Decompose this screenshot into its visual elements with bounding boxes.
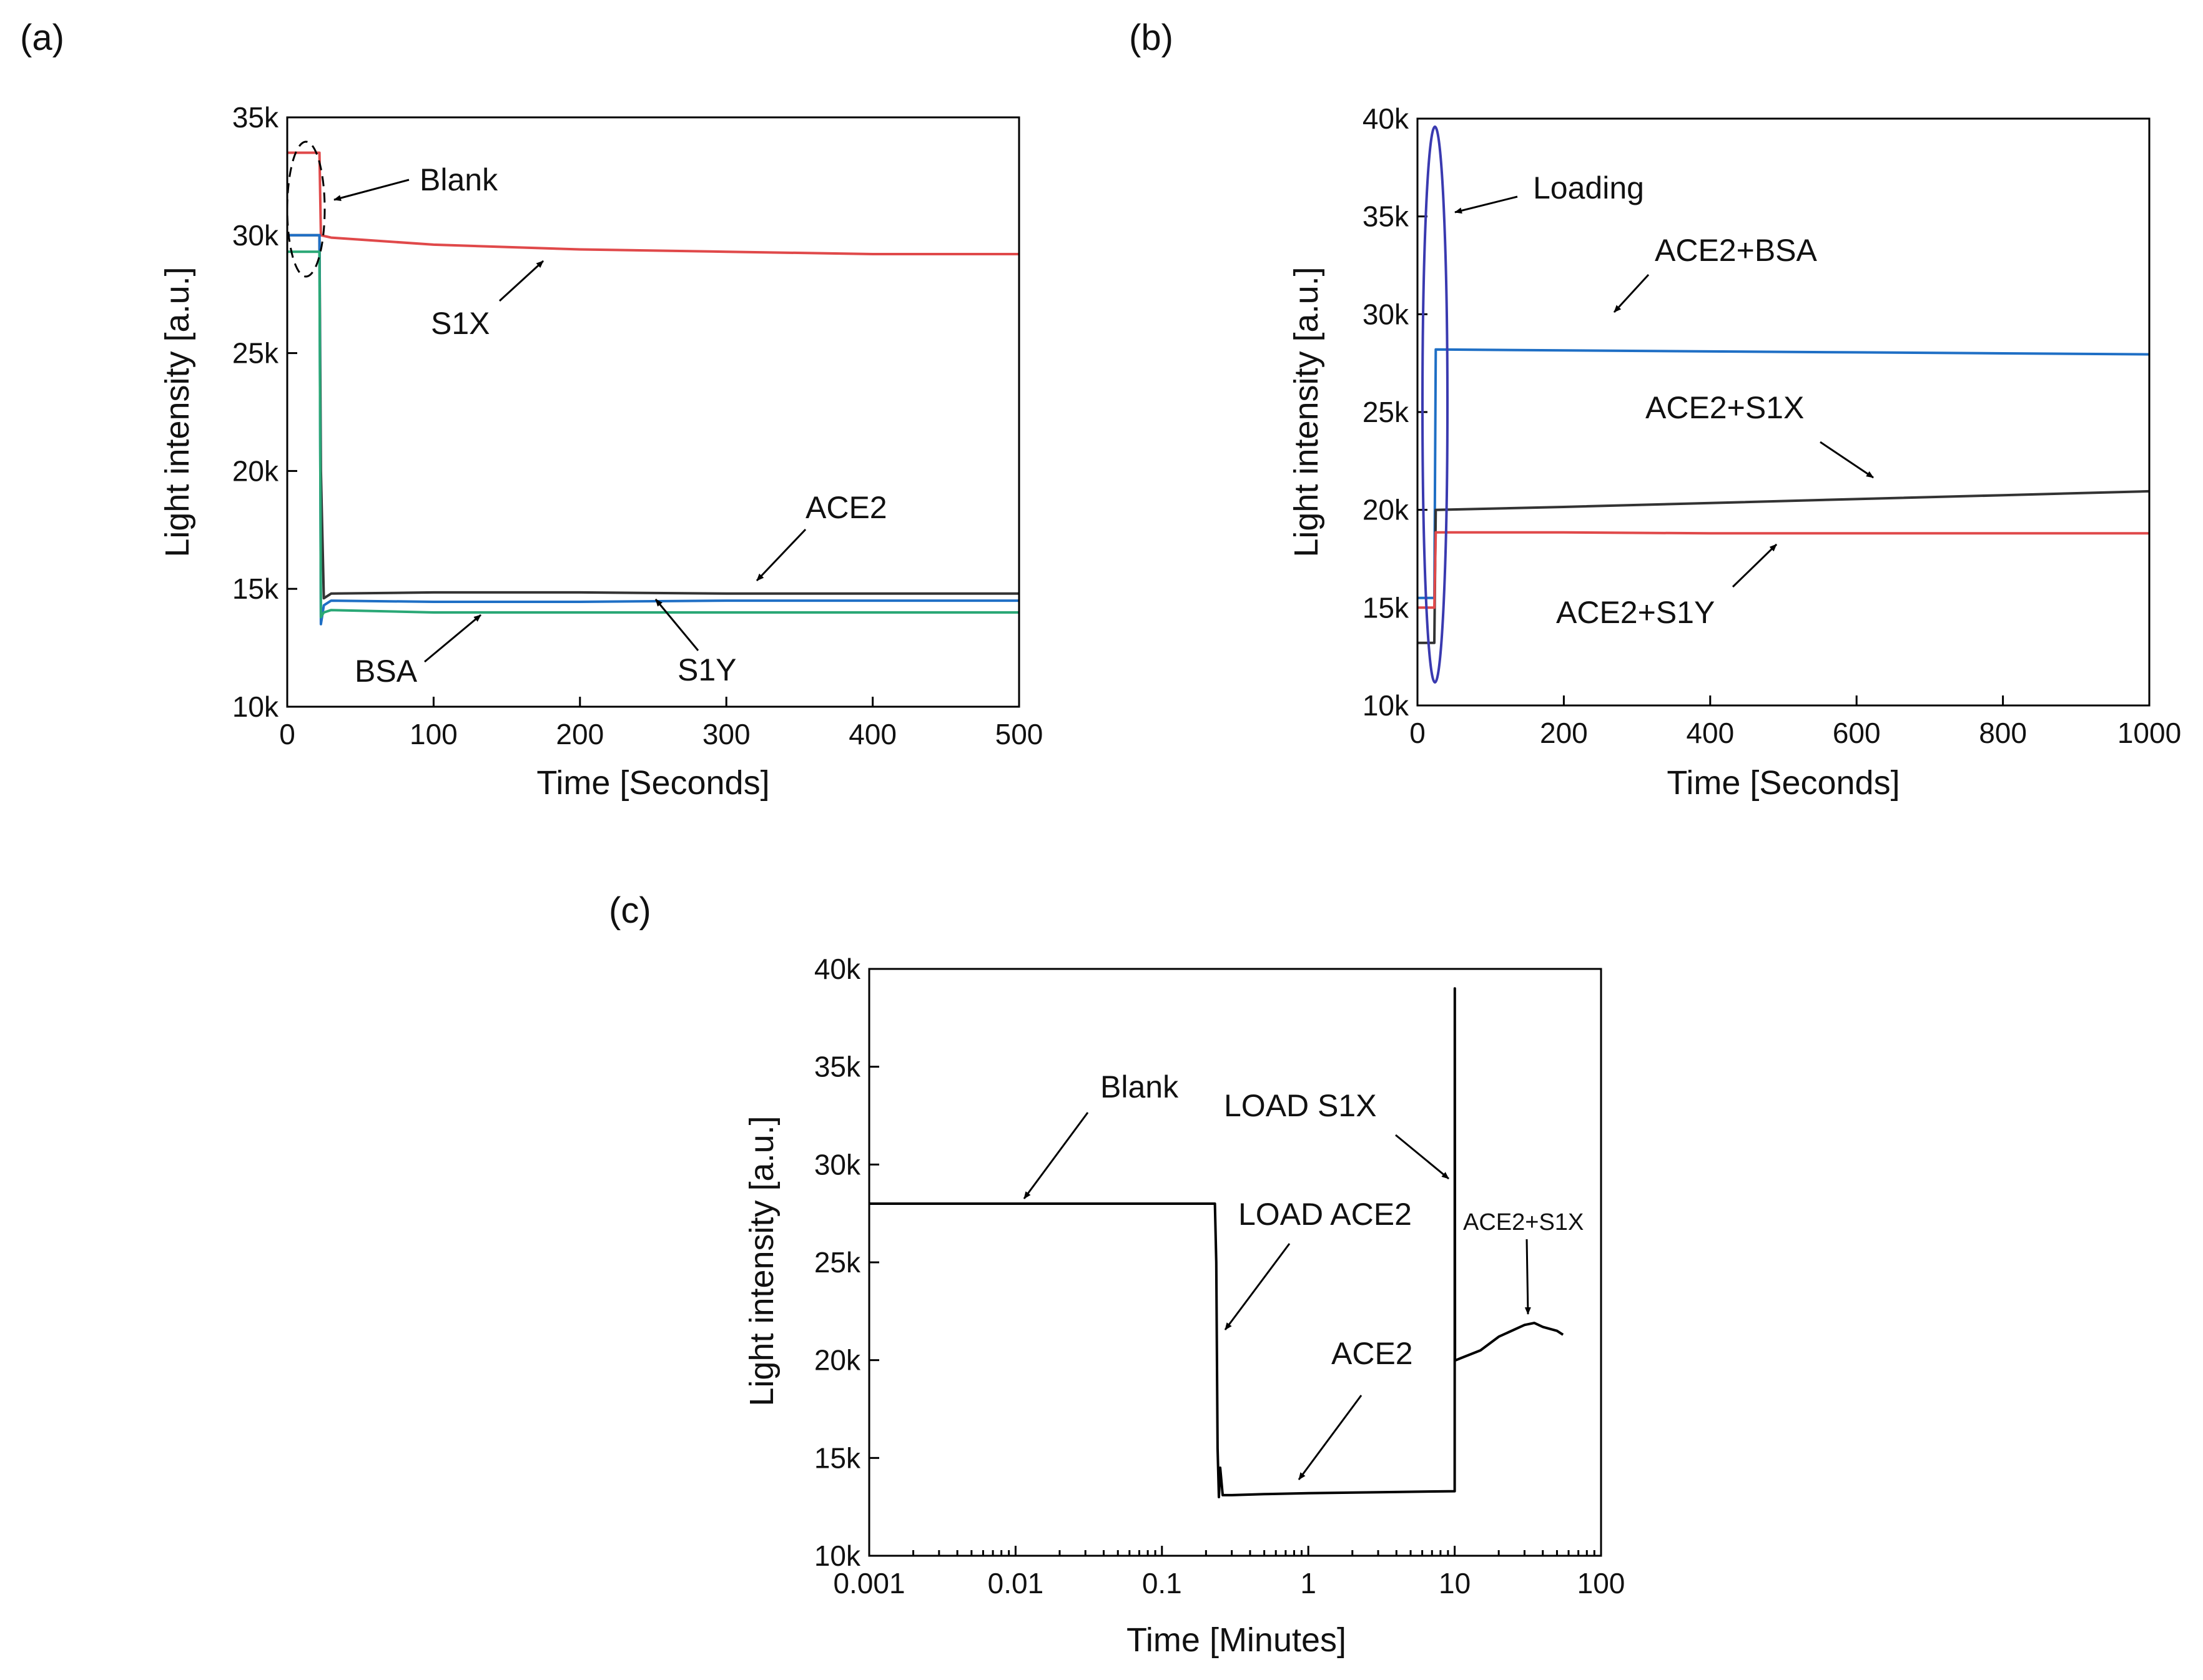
panel-c-annotation-ace2-s1x: ACE2+S1X bbox=[1463, 1209, 1584, 1235]
panel-b-loading-ellipse bbox=[1421, 125, 1449, 684]
panel-b-annotation-ace2-s1y: ACE2+S1Y bbox=[1556, 595, 1715, 630]
panel-a-series-s1y bbox=[287, 250, 1019, 619]
panel-a-series-ace2 bbox=[287, 233, 1019, 600]
panel-a-x-axis-label: Time [Seconds] bbox=[536, 764, 769, 802]
panel-c-annotation-load-s1x: LOAD S1X bbox=[1224, 1088, 1377, 1123]
panel-c-arrow-ace2 bbox=[1298, 1395, 1363, 1480]
panel-a-y-tick-label: 15k bbox=[232, 572, 279, 605]
panel-b-x-tick-label: 400 bbox=[1686, 717, 1734, 749]
panel-a-arrow-blank bbox=[333, 179, 410, 201]
panel-b-arrow-loading bbox=[1454, 195, 1518, 214]
panel-c-x-tick-label: 100 bbox=[1577, 1567, 1625, 1599]
panel-b-arrow-ace2-s1x bbox=[1820, 441, 1874, 479]
panel-b-ticks: 0 200 400 600 800 1000 10k 15k 20k 25k 30k 35k 40k bbox=[1363, 102, 2181, 749]
panel-c-series bbox=[869, 987, 1564, 1498]
panel-c-arrow-load-ace2 bbox=[1224, 1243, 1291, 1330]
panel-a-arrow-s1x bbox=[498, 260, 545, 302]
panel-c-y-axis-label: Light intensity [a.u.] bbox=[743, 1116, 781, 1406]
panel-b-arrow-ace2-s1y bbox=[1732, 543, 1778, 588]
panel-b-y-tick-label: 10k bbox=[1363, 689, 1409, 722]
panel-a-y-tick-label: 35k bbox=[232, 101, 279, 134]
panel-a-annotation-blank: Blank bbox=[420, 162, 498, 197]
panel-b-x-tick-label: 600 bbox=[1833, 717, 1881, 749]
panel-c-annotation-ace2: ACE2 bbox=[1331, 1336, 1413, 1371]
panel-a-y-tick-label: 25k bbox=[232, 337, 279, 370]
panel-b-x-axis-label: Time [Seconds] bbox=[1667, 764, 1900, 802]
panel-label-c: (c) bbox=[609, 890, 651, 931]
panel-c: (c) 0.001 0.01 0.1 1 10 100 10k 15k 20k 25k 30k 35k… bbox=[609, 890, 1625, 1659]
panel-b-x-tick-label: 1000 bbox=[2117, 717, 2181, 749]
panel-b-y-tick-label: 25k bbox=[1363, 396, 1409, 428]
panel-label-b: (b) bbox=[1129, 17, 1173, 58]
panel-c-y-tick-label: 10k bbox=[814, 1540, 861, 1572]
panel-a-arrow-bsa bbox=[424, 614, 481, 663]
panel-c-frame bbox=[868, 968, 1602, 1557]
panel-c-y-tick-label: 35k bbox=[814, 1051, 861, 1083]
panel-b-annotation-ace2-bsa: ACE2+BSA bbox=[1655, 233, 1818, 268]
panel-b-series-ace2-bsa bbox=[1417, 348, 2150, 599]
panel-c-y-tick-label: 30k bbox=[814, 1148, 861, 1181]
panel-c-x-tick-label: 0.001 bbox=[833, 1567, 905, 1599]
panel-c-y-tick-label: 15k bbox=[814, 1442, 861, 1474]
panel-label-a: (a) bbox=[20, 17, 64, 58]
panel-c-ticks: 0.001 0.01 0.1 1 10 100 10k 15k 20k 25k 30k 35k 40k bbox=[814, 953, 1625, 1599]
panel-a-y-tick-label: 30k bbox=[232, 219, 279, 252]
panel-b-frame bbox=[1416, 117, 2151, 707]
panel-a-x-tick-label: 300 bbox=[702, 718, 751, 750]
panel-a-x-tick-label: 0 bbox=[279, 718, 295, 750]
panel-a: (a) 0 100 200 300 400 500 10k 15k 20k 25k 30k 35k T… bbox=[20, 17, 1043, 802]
panel-c-arrow-ace2-s1x bbox=[1524, 1239, 1531, 1315]
panel-b: (b) 0 200 400 600 800 1000 10k 15k 20k 25k 30k 35k 4… bbox=[1129, 17, 2181, 802]
panel-a-y-axis-label: Light intensity [a.u.] bbox=[159, 267, 196, 557]
panel-b-series bbox=[1417, 348, 2150, 644]
panel-c-arrow-load-s1x bbox=[1395, 1134, 1449, 1180]
panel-b-y-axis-label: Light intensity [a.u.] bbox=[1288, 267, 1325, 557]
panel-c-x-tick-label: 0.1 bbox=[1142, 1567, 1182, 1599]
panel-c-series-signal bbox=[869, 987, 1564, 1498]
panel-a-y-tick-label: 20k bbox=[232, 454, 279, 487]
panel-a-frame bbox=[286, 116, 1020, 708]
panel-b-series-ace2-s1x bbox=[1417, 489, 2150, 644]
panel-a-x-tick-label: 500 bbox=[995, 718, 1043, 750]
panel-b-y-tick-label: 40k bbox=[1363, 102, 1409, 135]
panel-a-annotation-s1y: S1Y bbox=[678, 652, 737, 687]
panel-b-annotation-ace2-s1x: ACE2+S1X bbox=[1645, 390, 1804, 425]
panel-b-y-tick-label: 15k bbox=[1363, 591, 1409, 624]
panel-a-series-bsa bbox=[287, 233, 1019, 626]
panel-c-x-tick-label: 0.01 bbox=[988, 1567, 1044, 1599]
panel-c-x-axis-label: Time [Minutes] bbox=[1126, 1621, 1346, 1659]
panel-a-annotation-bsa: BSA bbox=[355, 654, 418, 689]
panel-a-blank-ellipse bbox=[286, 140, 326, 278]
panel-c-y-tick-label: 25k bbox=[814, 1246, 861, 1279]
panel-a-series bbox=[287, 151, 1019, 626]
panel-a-x-tick-label: 100 bbox=[410, 718, 458, 750]
panel-b-y-tick-label: 30k bbox=[1363, 298, 1409, 330]
panel-a-annotation-s1x: S1X bbox=[431, 306, 490, 341]
panel-a-y-tick-label: 10k bbox=[232, 690, 279, 723]
panel-b-series-ace2-s1y bbox=[1417, 531, 2149, 609]
panel-a-annotation-ace2: ACE2 bbox=[806, 490, 887, 525]
panel-c-x-tick-label: 1 bbox=[1300, 1567, 1316, 1599]
panel-c-annotation-blank: Blank bbox=[1100, 1069, 1179, 1104]
panel-a-ticks: 0 100 200 300 400 500 10k 15k 20k 25k 30k 35k bbox=[232, 101, 1043, 750]
panel-b-x-tick-label: 0 bbox=[1409, 717, 1426, 749]
panel-a-arrow-ace2 bbox=[756, 528, 807, 582]
panel-c-annotation-load-ace2: LOAD ACE2 bbox=[1238, 1197, 1412, 1232]
panel-c-y-tick-label: 40k bbox=[814, 953, 861, 985]
panel-a-arrow-s1y bbox=[654, 599, 699, 651]
panel-c-x-tick-label: 10 bbox=[1439, 1567, 1471, 1599]
panel-a-x-tick-label: 200 bbox=[556, 718, 604, 750]
panel-b-y-tick-label: 35k bbox=[1363, 200, 1409, 233]
panel-b-annotation-loading: Loading bbox=[1533, 170, 1644, 205]
panel-b-y-tick-label: 20k bbox=[1363, 494, 1409, 526]
panel-b-x-tick-label: 800 bbox=[1979, 717, 2027, 749]
panel-b-arrow-ace2-bsa bbox=[1613, 273, 1650, 313]
panel-a-x-tick-label: 400 bbox=[849, 718, 897, 750]
panel-b-x-tick-label: 200 bbox=[1540, 717, 1588, 749]
panel-c-arrow-blank bbox=[1023, 1112, 1089, 1199]
panel-a-series-s1x bbox=[287, 151, 1019, 255]
panel-c-y-tick-label: 20k bbox=[814, 1344, 861, 1377]
